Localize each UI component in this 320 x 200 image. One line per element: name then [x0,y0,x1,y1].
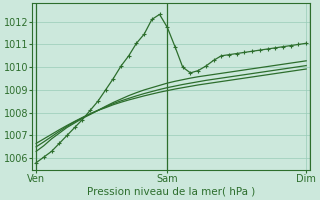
X-axis label: Pression niveau de la mer( hPa ): Pression niveau de la mer( hPa ) [87,187,255,197]
